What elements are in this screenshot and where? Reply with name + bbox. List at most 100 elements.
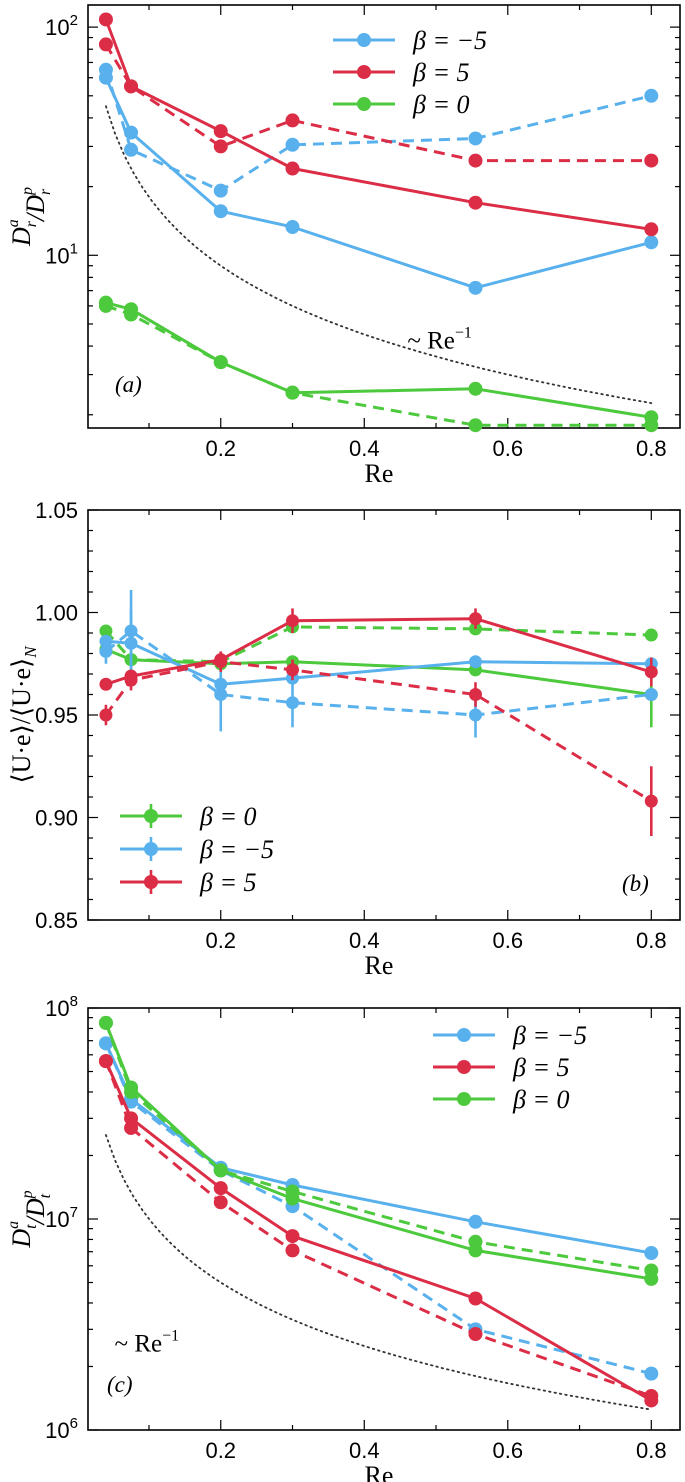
data-point bbox=[468, 612, 482, 626]
data-point bbox=[285, 1229, 300, 1244]
x-axis-label: Re bbox=[365, 459, 394, 488]
legend-marker bbox=[144, 842, 158, 856]
data-point bbox=[644, 153, 659, 168]
series-line bbox=[104, 18, 652, 231]
x-tick-label: 0.2 bbox=[205, 1438, 236, 1463]
y-tick-label: 0.90 bbox=[35, 806, 78, 831]
x-tick-label: 0.4 bbox=[349, 1438, 380, 1463]
y-axis-subscript: t bbox=[37, 1193, 54, 1198]
y-axis-label: Dar/Dpr bbox=[5, 187, 54, 247]
annotation-superscript: −1 bbox=[455, 325, 472, 342]
data-point bbox=[468, 1234, 483, 1249]
data-point bbox=[644, 1263, 659, 1278]
y-tick-label: 0.95 bbox=[35, 703, 78, 728]
panel-tag: (c) bbox=[107, 1372, 133, 1397]
data-point bbox=[99, 624, 113, 638]
y-tick-exponent: 1 bbox=[70, 240, 78, 257]
reference-curve bbox=[105, 105, 653, 405]
data-point bbox=[124, 673, 138, 687]
data-point bbox=[644, 418, 659, 433]
data-point bbox=[124, 1120, 139, 1135]
data-point bbox=[124, 307, 139, 322]
x-tick-label: 0.2 bbox=[205, 436, 236, 461]
data-point bbox=[644, 688, 658, 701]
panel-tag: (b) bbox=[622, 871, 649, 896]
data-point bbox=[285, 161, 300, 176]
annotation-superscript: −1 bbox=[162, 1328, 179, 1345]
series-line bbox=[104, 660, 653, 803]
plot-frame bbox=[87, 4, 681, 429]
y-axis-label: ⟨U·e⟩/⟨U·e⟩N bbox=[7, 645, 40, 784]
data-point bbox=[644, 1246, 659, 1261]
data-point bbox=[214, 655, 228, 669]
legend-marker bbox=[457, 1092, 471, 1106]
data-point bbox=[644, 1388, 659, 1403]
annotation-text: ~ Re−1 bbox=[407, 325, 472, 355]
legend-label: β = −5 bbox=[199, 835, 274, 864]
y-tick-label: 106 bbox=[45, 1415, 78, 1443]
y-tick-label: 108 bbox=[45, 993, 78, 1021]
series-line bbox=[104, 1060, 652, 1398]
data-point bbox=[98, 1054, 113, 1069]
data-point bbox=[468, 1214, 483, 1229]
data-point bbox=[99, 644, 113, 658]
series-line bbox=[104, 1022, 652, 1272]
data-point bbox=[98, 298, 113, 313]
legend-label: β = 0 bbox=[512, 1085, 570, 1114]
data-point bbox=[468, 153, 483, 168]
x-tick-label: 0.4 bbox=[349, 436, 380, 461]
data-point bbox=[213, 1181, 228, 1196]
data-point bbox=[468, 655, 482, 669]
x-tick-label: 0.6 bbox=[492, 436, 523, 461]
y-axis-subscript: t bbox=[23, 1224, 40, 1229]
data-point bbox=[468, 1291, 483, 1306]
y-axis-label: Dat/Dpt bbox=[5, 1190, 54, 1248]
y-axis-symbol: D bbox=[7, 227, 36, 247]
data-point bbox=[213, 124, 228, 139]
data-point bbox=[213, 204, 228, 219]
reference-curve bbox=[105, 1134, 653, 1411]
y-axis-subscript: N bbox=[21, 645, 40, 659]
y-tick-label: 107 bbox=[45, 1204, 78, 1232]
x-axis-label: Re bbox=[365, 1461, 394, 1482]
panel-tag: (a) bbox=[115, 372, 142, 397]
data-point bbox=[99, 708, 113, 722]
data-point bbox=[286, 696, 300, 710]
data-point bbox=[99, 677, 113, 691]
x-tick-label: 0.8 bbox=[636, 436, 667, 461]
y-tick-label: 0.85 bbox=[35, 908, 78, 933]
x-tick-label: 0.8 bbox=[636, 928, 667, 953]
series-line bbox=[105, 301, 652, 419]
data-point bbox=[468, 1327, 483, 1342]
data-point bbox=[124, 1094, 139, 1109]
series-line bbox=[104, 625, 652, 664]
data-point bbox=[285, 1243, 300, 1258]
y-axis-symbol: D bbox=[7, 1229, 36, 1249]
data-point bbox=[285, 137, 300, 152]
data-point bbox=[213, 1195, 228, 1210]
legend-marker bbox=[357, 65, 371, 79]
data-point bbox=[286, 614, 300, 628]
data-point bbox=[644, 794, 658, 808]
x-tick-label: 0.2 bbox=[205, 928, 236, 953]
legend-label: β = 5 bbox=[199, 868, 257, 897]
y-axis-symbol: /D bbox=[21, 195, 50, 223]
data-point bbox=[213, 1163, 228, 1178]
data-point bbox=[468, 708, 482, 722]
legend-marker bbox=[457, 1060, 471, 1074]
data-point bbox=[644, 88, 659, 103]
legend-label: β = 5 bbox=[412, 58, 470, 87]
series-line bbox=[104, 1042, 652, 1376]
data-point bbox=[468, 381, 483, 396]
data-point bbox=[124, 79, 139, 94]
y-tick-exponent: 6 bbox=[70, 1415, 78, 1432]
y-axis-superscript: a bbox=[5, 1221, 22, 1229]
data-point bbox=[285, 385, 300, 400]
x-axis-label: Re bbox=[365, 951, 394, 980]
data-point bbox=[644, 235, 659, 250]
data-point bbox=[124, 142, 139, 157]
legend-marker bbox=[357, 33, 371, 47]
y-tick-exponent: 7 bbox=[70, 1204, 78, 1221]
y-tick-label: 1.00 bbox=[35, 601, 78, 626]
